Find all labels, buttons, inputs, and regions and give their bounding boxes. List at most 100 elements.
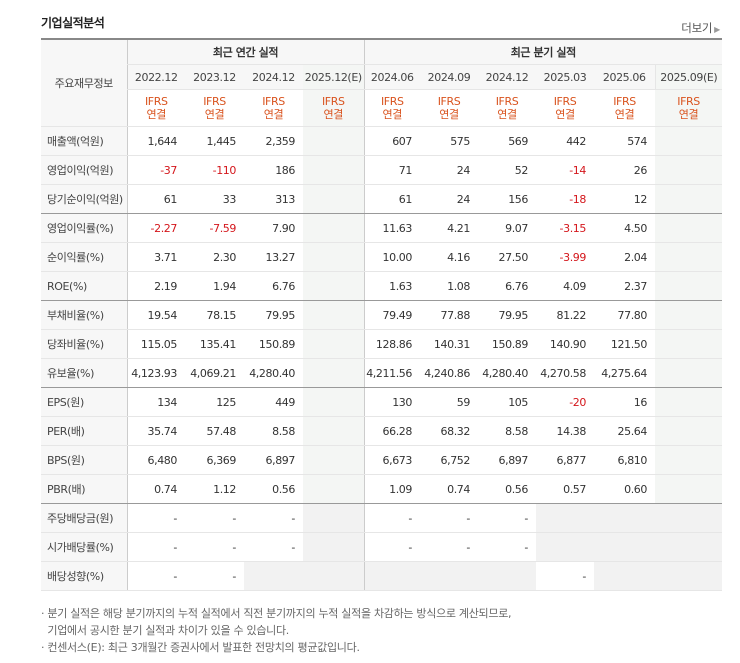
basis-label: 연결: [497, 108, 517, 121]
basis-label: 연결: [323, 108, 344, 121]
row-label: BPS(원): [41, 445, 127, 475]
table-row: 주당배당금(원) - - - - - -: [41, 503, 723, 533]
table-cell: [655, 387, 723, 417]
row-label: 시가배당률(%): [41, 532, 127, 562]
basis-label: 연결: [146, 108, 167, 121]
period-header: 2022.12: [126, 64, 185, 90]
table-cell: [536, 503, 594, 533]
table-cell: -7.59: [185, 213, 244, 243]
table-cell: 78.15: [185, 300, 244, 330]
table-cell: 442: [536, 126, 594, 156]
table-cell: 3.71: [126, 242, 185, 272]
table-cell: 1.63: [363, 271, 420, 301]
table-cell: -2.27: [126, 213, 185, 243]
period-header: 2025.06: [594, 64, 655, 90]
table-cell: [303, 532, 364, 562]
table-cell: [655, 416, 723, 446]
row-label: 영업이익률(%): [41, 213, 127, 243]
table-cell: 0.74: [420, 474, 478, 504]
table-cell: -20: [536, 387, 594, 417]
table-cell: [303, 329, 364, 359]
table-cell: 0.60: [594, 474, 655, 504]
table-cell: -: [126, 561, 185, 591]
table-cell: 4,240.86: [420, 358, 478, 388]
table-cell: 79.95: [478, 300, 536, 330]
basis-label: 연결: [555, 108, 575, 121]
row-label: PER(배): [41, 416, 127, 446]
table-cell: -: [244, 503, 303, 533]
chevron-right-icon: ▶: [714, 25, 720, 34]
period-header: 2025.09(E): [654, 64, 723, 90]
table-row: ROE(%) 2.19 1.94 6.76 1.63 1.08 6.76 4.09 2.37: [41, 271, 723, 301]
table-cell: [655, 271, 723, 301]
table-row: 당기순이익(억원) 61 33 313 61 24 156 -18 12: [41, 184, 723, 214]
table-cell: 156: [478, 184, 536, 214]
table-cell: 1.09: [363, 474, 420, 504]
table-cell: [655, 532, 723, 562]
table-cell: 26: [594, 155, 655, 185]
more-label: 더보기: [681, 21, 713, 35]
table-cell: [594, 532, 655, 562]
table-cell: [478, 561, 536, 591]
table-cell: [303, 445, 364, 475]
table-cell: 1,644: [126, 126, 185, 156]
table-cell: [655, 329, 723, 359]
table-cell: [655, 242, 723, 272]
table-cell: 2.04: [594, 242, 655, 272]
table-row: BPS(원) 6,480 6,369 6,897 6,673 6,752 6,897 6,87…: [41, 445, 723, 475]
table-cell: -: [536, 561, 594, 591]
table-cell: 0.56: [478, 474, 536, 504]
table-cell: [594, 561, 655, 591]
table-cell: 121.50: [594, 329, 655, 359]
table-row: PER(배) 35.74 57.48 8.58 66.28 68.32 8.58 14.38 2…: [41, 416, 723, 446]
table-cell: 569: [478, 126, 536, 156]
table-cell: 6.76: [244, 271, 303, 301]
row-label: PBR(배): [41, 474, 127, 504]
ifrs-label: IFRS: [203, 95, 226, 108]
table-cell: [655, 503, 723, 533]
table-cell: 61: [363, 184, 420, 214]
table-cell: [655, 474, 723, 504]
ifrs-label: IFRS: [262, 95, 285, 108]
table-cell: [244, 561, 303, 591]
table-cell: -18: [536, 184, 594, 214]
ifrs-basis-label: IFRS 연결: [655, 89, 723, 127]
table-cell: [655, 184, 723, 214]
period-header: 2024.12: [244, 64, 303, 90]
table-cell: 4.09: [536, 271, 594, 301]
footnote: · 분기 실적은 해당 분기까지의 누적 실적에서 직전 분기까지의 누적 실적…: [41, 607, 512, 620]
table-cell: 6.76: [478, 271, 536, 301]
table-row: PBR(배) 0.74 1.12 0.56 1.09 0.74 0.56 0.57 0.60: [41, 474, 723, 504]
table-cell: 4.16: [420, 242, 478, 272]
table-cell: [303, 155, 364, 185]
table-cell: 0.56: [244, 474, 303, 504]
table-cell: 186: [244, 155, 303, 185]
ifrs-basis-label: IFRS 연결: [303, 89, 364, 127]
footnote: · 컨센서스(E): 최근 3개월간 증권사에서 발표한 전망치의 평균값입니다…: [41, 641, 360, 654]
row-label: ROE(%): [41, 271, 127, 301]
table-cell: 35.74: [126, 416, 185, 446]
table-cell: [303, 561, 364, 591]
table-row: 영업이익(억원) -37 -110 186 71 24 52 -14 26: [41, 155, 723, 185]
row-label: 배당성향(%): [41, 561, 127, 591]
table-cell: 150.89: [244, 329, 303, 359]
more-link[interactable]: 더보기 ▶: [681, 20, 720, 36]
table-cell: 125: [185, 387, 244, 417]
table-cell: [303, 416, 364, 446]
table-cell: [655, 213, 723, 243]
table-cell: 134: [126, 387, 185, 417]
table-cell: [303, 300, 364, 330]
table-cell: 24: [420, 184, 478, 214]
period-header: 2025.03: [536, 64, 594, 90]
table-cell: 4,280.40: [478, 358, 536, 388]
table-cell: -37: [126, 155, 185, 185]
table-cell: [420, 561, 478, 591]
table-cell: 140.31: [420, 329, 478, 359]
table-cell: 150.89: [478, 329, 536, 359]
table-cell: 2.19: [126, 271, 185, 301]
table-cell: 115.05: [126, 329, 185, 359]
ifrs-label: IFRS: [495, 95, 519, 108]
basis-label: 연결: [382, 108, 403, 121]
table-cell: 68.32: [420, 416, 478, 446]
table-cell: 1.12: [185, 474, 244, 504]
